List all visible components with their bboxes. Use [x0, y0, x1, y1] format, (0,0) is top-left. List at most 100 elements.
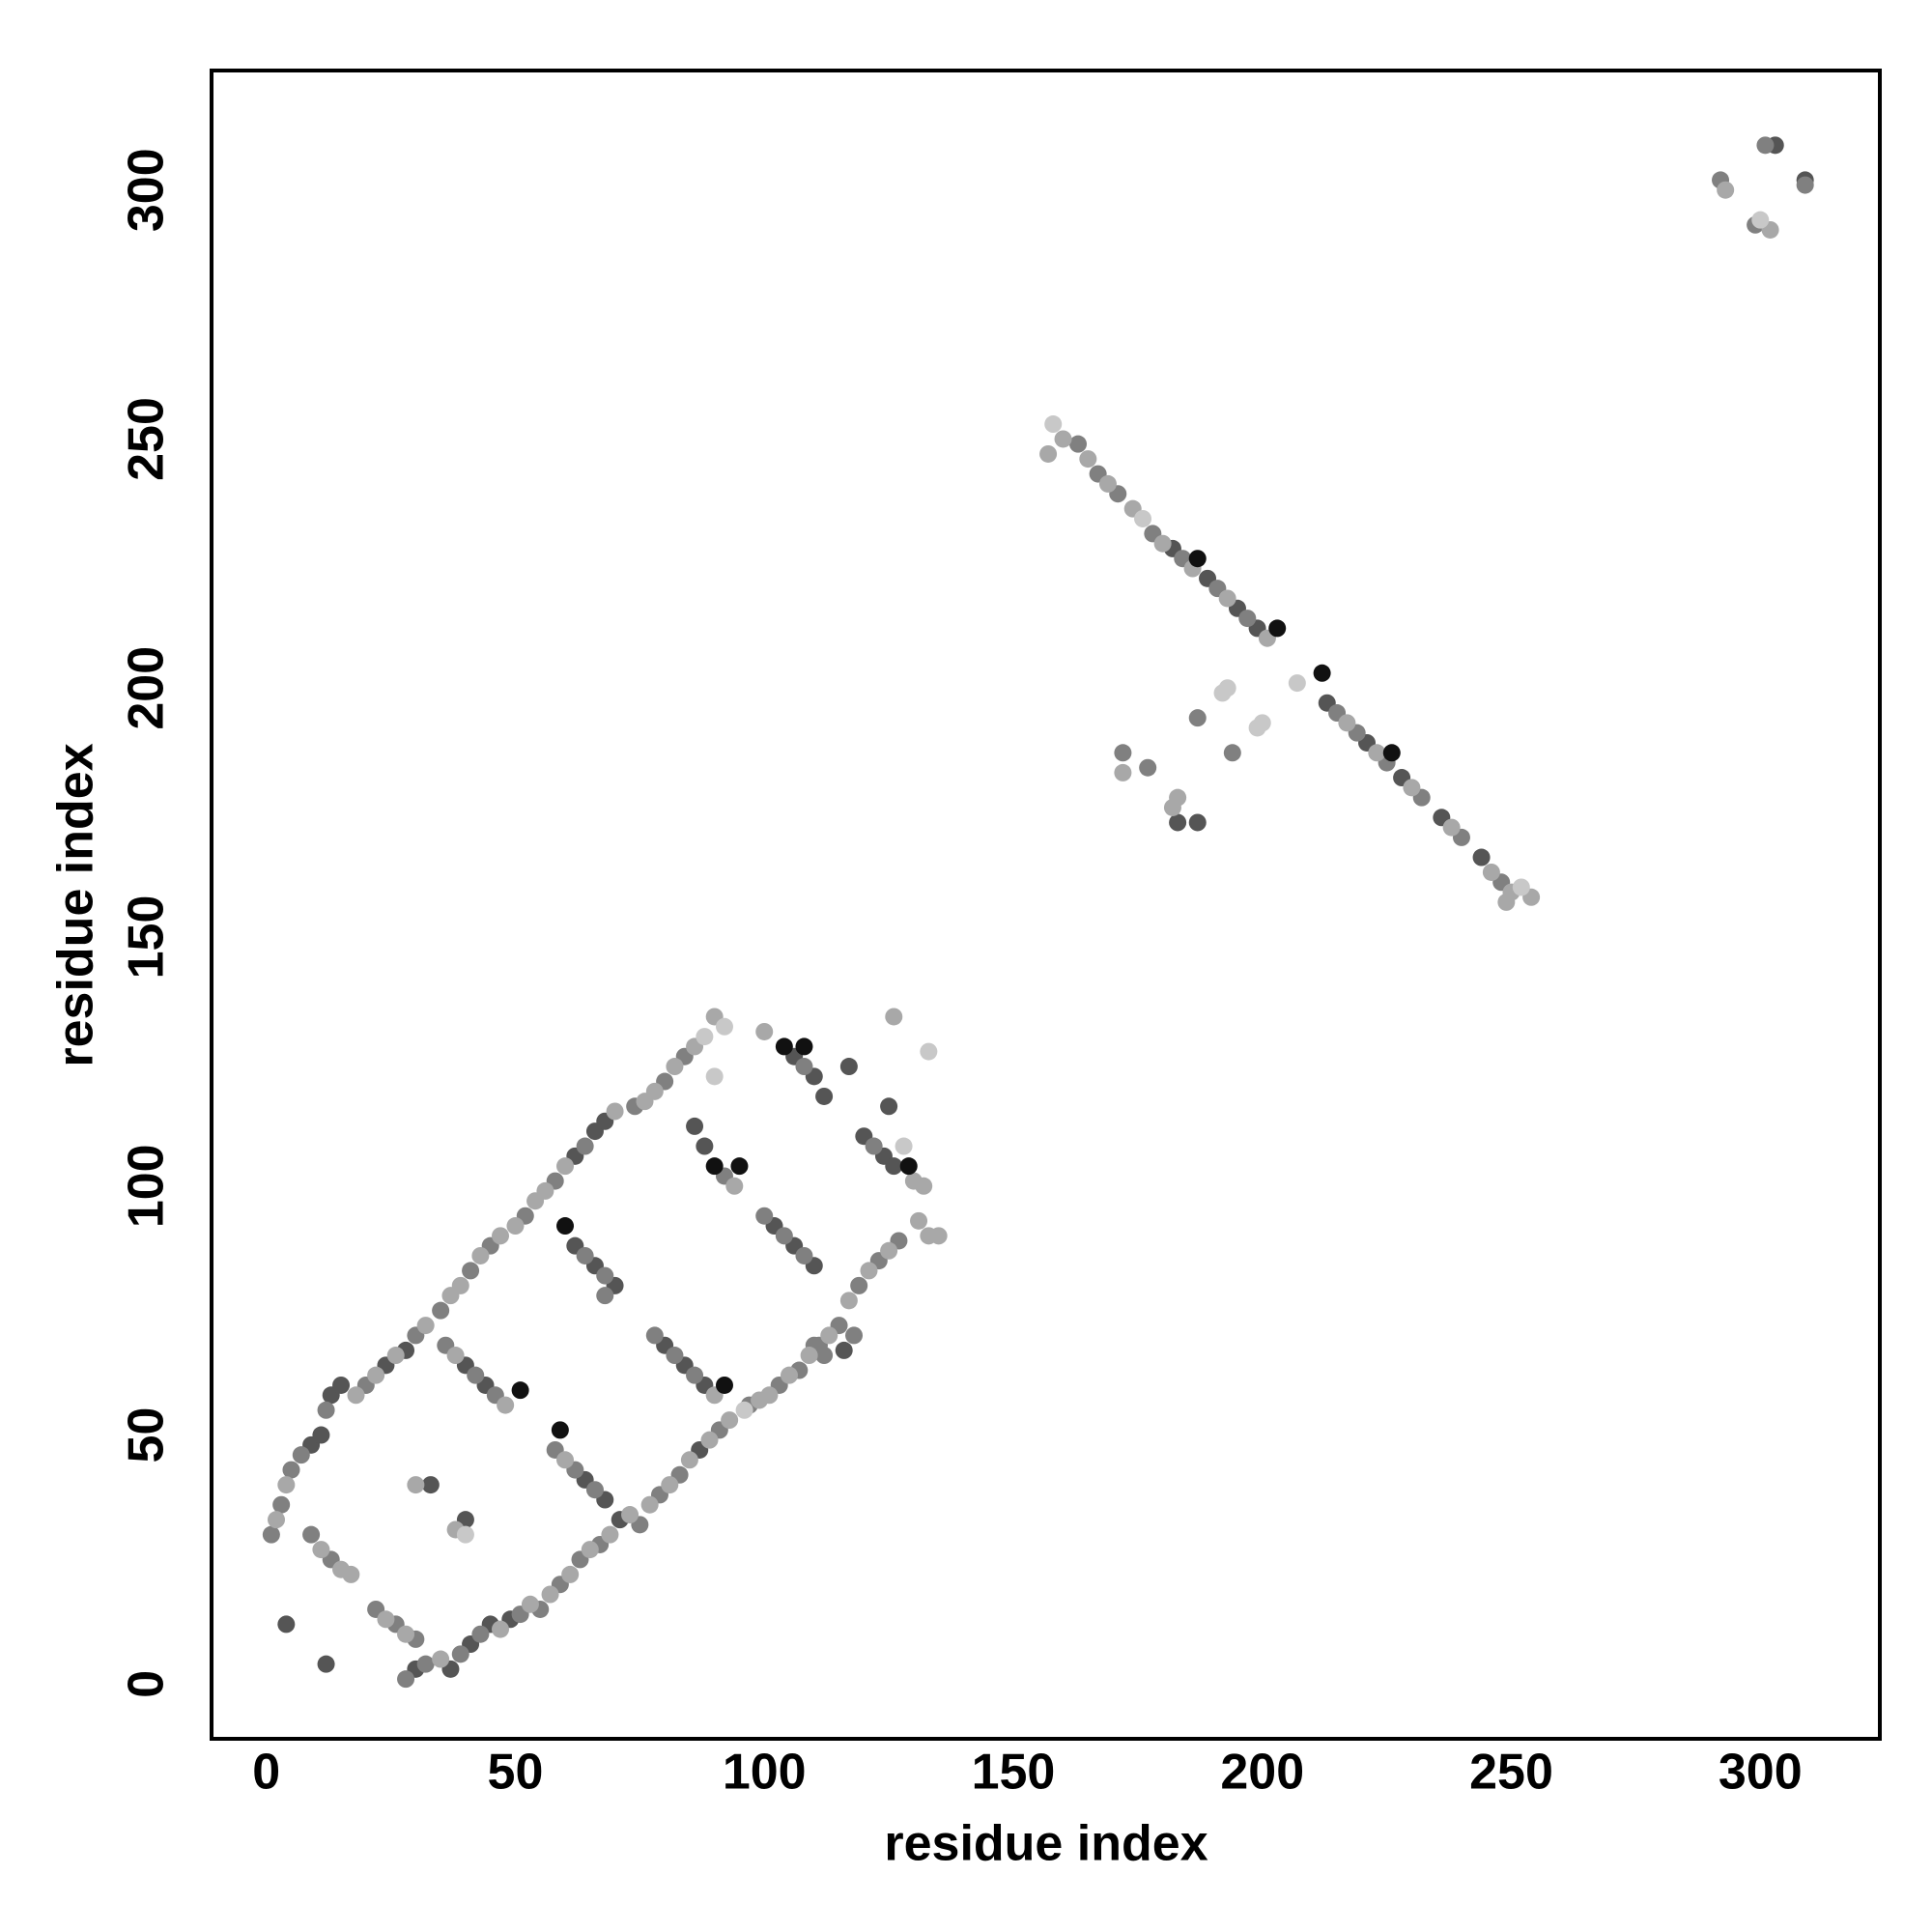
point: [397, 1670, 415, 1689]
point: [317, 1401, 335, 1419]
point: [1223, 744, 1241, 762]
point: [471, 1246, 490, 1264]
point: [1169, 813, 1187, 832]
point: [536, 1181, 554, 1200]
point: [1153, 534, 1172, 553]
point: [735, 1401, 753, 1419]
point: [521, 1595, 539, 1613]
point: [332, 1376, 351, 1394]
point: [885, 1157, 903, 1176]
point: [576, 1246, 594, 1264]
y-tick-label: 0: [119, 1670, 175, 1698]
point: [292, 1446, 310, 1464]
y-tick-label: 100: [119, 1144, 175, 1228]
point: [775, 1037, 793, 1056]
point: [432, 1650, 450, 1668]
point: [640, 1495, 659, 1514]
point: [386, 1347, 405, 1365]
point: [511, 1381, 529, 1400]
point: [342, 1565, 360, 1583]
x-axis-title: residue index: [884, 1816, 1208, 1872]
x-tick-label: 200: [1220, 1745, 1304, 1801]
point: [1054, 430, 1072, 448]
point: [1288, 674, 1306, 693]
point: [585, 1481, 604, 1499]
point: [1472, 848, 1491, 867]
point: [596, 1266, 614, 1285]
point: [760, 1386, 779, 1405]
point: [895, 1137, 913, 1155]
point: [416, 1317, 435, 1335]
point: [1139, 758, 1157, 777]
point: [721, 1411, 739, 1430]
point: [492, 1620, 510, 1638]
point: [1382, 744, 1401, 762]
point: [755, 1207, 774, 1225]
point: [730, 1157, 749, 1176]
point: [1717, 181, 1735, 199]
x-tick-label: 300: [1719, 1745, 1803, 1801]
point: [1188, 813, 1207, 832]
plot-frame: [210, 69, 1882, 1741]
y-tick-label: 300: [119, 148, 175, 232]
point: [929, 1227, 948, 1245]
point: [556, 1157, 575, 1176]
point: [317, 1655, 335, 1673]
point: [312, 1426, 330, 1444]
point: [446, 1347, 465, 1365]
point: [581, 1541, 599, 1559]
point: [686, 1117, 704, 1135]
point: [377, 1610, 395, 1629]
point: [725, 1177, 744, 1195]
point: [1796, 176, 1814, 194]
point: [451, 1645, 469, 1663]
point: [696, 1028, 714, 1046]
point: [497, 1396, 515, 1414]
point: [1079, 450, 1097, 469]
point: [820, 1326, 838, 1345]
point: [456, 1525, 474, 1544]
point: [621, 1506, 639, 1524]
point: [1313, 664, 1331, 682]
point: [1268, 619, 1287, 638]
point: [1069, 435, 1088, 453]
point: [556, 1217, 575, 1236]
point: [645, 1082, 664, 1100]
point: [865, 1137, 883, 1155]
y-tick-label: 250: [119, 397, 175, 481]
point: [795, 1058, 813, 1076]
point: [899, 1157, 918, 1176]
point: [1238, 610, 1257, 628]
y-tick-label: 200: [119, 646, 175, 730]
point: [835, 1341, 853, 1359]
point: [1368, 744, 1386, 762]
point: [1751, 211, 1770, 229]
point: [715, 1376, 733, 1394]
point: [915, 1177, 933, 1195]
point: [1248, 719, 1266, 737]
point: [272, 1495, 291, 1514]
point: [1114, 744, 1132, 762]
point: [680, 1451, 698, 1469]
y-tick-label: 50: [119, 1407, 175, 1463]
point: [880, 1241, 898, 1260]
point: [666, 1347, 684, 1365]
point: [920, 1042, 938, 1061]
x-tick-label: 0: [252, 1745, 280, 1801]
point: [492, 1227, 510, 1245]
point: [407, 1476, 425, 1494]
point: [850, 1276, 868, 1294]
point: [467, 1366, 485, 1384]
point: [885, 1008, 903, 1026]
point: [596, 1287, 614, 1305]
point: [277, 1476, 296, 1494]
point: [1482, 863, 1500, 881]
point: [561, 1565, 580, 1583]
point: [815, 1347, 834, 1365]
point: [367, 1366, 385, 1384]
point: [1338, 714, 1356, 732]
point: [795, 1037, 813, 1056]
point: [416, 1655, 435, 1673]
point: [551, 1421, 569, 1439]
